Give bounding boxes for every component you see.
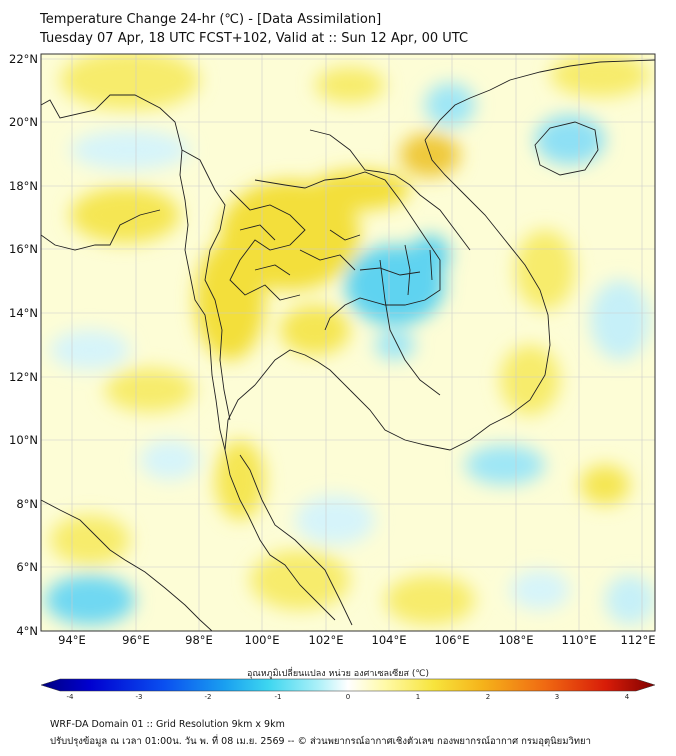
- province-lines-a: [229, 189, 306, 301]
- hainan-island: [534, 121, 599, 176]
- map-subtitle: Tuesday 07 Apr, 18 UTC FCST+102, Valid a…: [40, 31, 469, 46]
- lat-lon-grid: [41, 54, 655, 631]
- colorbar-title: อุณหภูมิเปลี่ยนแปลง หน่วย องศาเซลเซียส (…: [246, 669, 430, 679]
- lon-label: 102°E: [309, 633, 344, 647]
- footer-credit: ปรับปรุงข้อมูล ณ เวลา 01:00น. วัน พ. ที่…: [50, 736, 591, 747]
- colorbar-tick: -2: [204, 693, 212, 701]
- colorbar-tick: 3: [554, 693, 560, 701]
- lat-label: 10°N: [9, 433, 38, 447]
- cambodia-vietnam-coast: [349, 139, 551, 451]
- lat-label: 6°N: [16, 560, 38, 574]
- map-title: Temperature Change 24-hr (℃) - [Data Ass…: [40, 12, 382, 27]
- lat-label: 4°N: [16, 624, 38, 638]
- sumatra-coast: [41, 499, 213, 631]
- map-frame: [40, 53, 656, 632]
- laos-border: [309, 129, 471, 251]
- myanmar-west-coast: [41, 209, 161, 251]
- province-lines-b: [239, 224, 361, 276]
- lon-label: 104°E: [372, 633, 407, 647]
- colorbar-tick: 2: [485, 693, 491, 701]
- malay-peninsula-east: [239, 454, 353, 626]
- lon-label: 98°E: [185, 633, 213, 647]
- gulf-of-thailand: [224, 349, 351, 451]
- lat-label: 16°N: [9, 242, 38, 256]
- lat-label: 12°N: [9, 370, 38, 384]
- colorbar-tick: 4: [624, 693, 630, 701]
- y-axis-labels: 22°N 20°N 18°N 16°N 14°N 12°N 10°N 8°N 6…: [9, 52, 38, 638]
- colorbar-tick: -3: [135, 693, 143, 701]
- colorbar-tick: 1: [415, 693, 421, 701]
- colorbar-tick: -4: [66, 693, 74, 701]
- province-lines-c: [359, 244, 433, 296]
- colorbar-ticks: -4 -3 -2 -1 0 1 2 3 4: [0, 693, 676, 705]
- footer-model-info: WRF-DA Domain 01 :: Grid Resolution 9km …: [50, 719, 285, 730]
- colorbar: [40, 678, 656, 692]
- lat-label: 14°N: [9, 306, 38, 320]
- lon-label: 96°E: [122, 633, 150, 647]
- lon-label: 108°E: [499, 633, 534, 647]
- lat-label: 22°N: [9, 52, 38, 66]
- lat-label: 8°N: [16, 497, 38, 511]
- thai-myanmar-border: [181, 149, 231, 421]
- myanmar-coast: [41, 94, 226, 451]
- vietnam-north-coast: [424, 59, 655, 141]
- x-axis-labels: 94°E 96°E 98°E 100°E 102°E 104°E 106°E 1…: [58, 633, 655, 647]
- lon-label: 94°E: [58, 633, 86, 647]
- mekong-river: [379, 259, 441, 396]
- lon-label: 100°E: [245, 633, 280, 647]
- map-plot-area: [41, 54, 655, 631]
- malay-peninsula-west: [224, 449, 336, 621]
- lat-label: 20°N: [9, 115, 38, 129]
- colorbar-tick: -1: [274, 693, 282, 701]
- lon-label: 112°E: [621, 633, 656, 647]
- colorbar-gradient: [40, 678, 656, 692]
- thailand-east-border: [254, 171, 441, 331]
- coastlines-and-borders: [41, 59, 655, 631]
- lon-label: 106°E: [435, 633, 470, 647]
- lat-label: 18°N: [9, 179, 38, 193]
- lon-label: 110°E: [562, 633, 597, 647]
- colorbar-tick: 0: [345, 693, 351, 701]
